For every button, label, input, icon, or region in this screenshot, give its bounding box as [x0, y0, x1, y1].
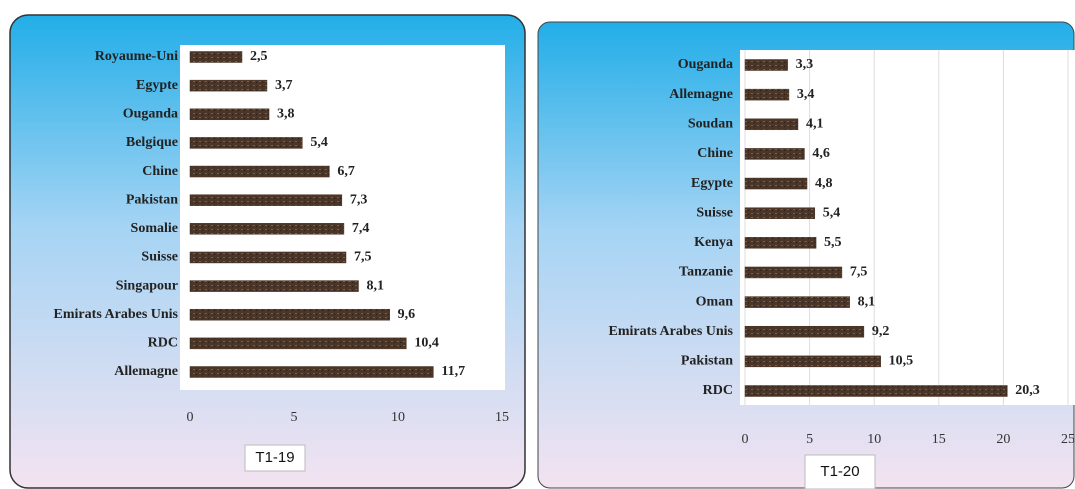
value-label: 5,5 [824, 235, 842, 250]
x-tick-label: 0 [187, 410, 194, 425]
value-label: 10,4 [414, 336, 439, 351]
value-label: 4,8 [815, 176, 833, 191]
bar [744, 59, 788, 71]
x-tick-label: 25 [1061, 432, 1075, 447]
value-label: 11,7 [441, 364, 465, 379]
category-label: Chine [142, 164, 178, 179]
bar [744, 325, 865, 338]
category-label: Suisse [696, 205, 733, 220]
x-tick-label: 15 [932, 432, 946, 447]
x-tick-label: 0 [742, 432, 749, 447]
bar [189, 280, 359, 292]
value-label: 3,4 [797, 87, 815, 102]
bar [189, 366, 434, 378]
bar [744, 355, 881, 368]
bar [189, 79, 268, 92]
category-label: Ouganda [123, 106, 178, 121]
category-label: Allemagne [669, 87, 733, 102]
bar [744, 118, 799, 131]
value-label: 8,1 [366, 278, 384, 293]
value-label: 3,8 [277, 106, 295, 121]
bar [744, 296, 850, 308]
category-label: Tanzanie [679, 265, 733, 280]
category-label: Emirats Arabes Unis [54, 307, 179, 322]
x-tick-label: 5 [806, 432, 813, 447]
category-label: Belgique [126, 135, 178, 150]
bar [189, 165, 330, 178]
category-label: Pakistan [126, 192, 178, 207]
bar [189, 223, 345, 235]
category-label: Chine [697, 146, 733, 161]
category-label: Royaume-Uni [95, 49, 178, 64]
value-label: 10,5 [889, 354, 914, 369]
bar [744, 177, 808, 190]
category-label: Allemagne [114, 364, 178, 379]
bar [744, 148, 805, 160]
value-label: 9,6 [398, 307, 416, 322]
category-label: Egypte [691, 176, 733, 191]
bar [189, 308, 390, 321]
bar [189, 337, 407, 350]
value-label: 5,4 [823, 205, 841, 220]
category-label: Somalie [131, 221, 178, 236]
category-label: Egypte [136, 78, 178, 93]
value-label: 5,4 [310, 135, 328, 150]
bar [744, 385, 1008, 397]
value-label: 2,5 [250, 49, 268, 64]
value-label: 3,3 [796, 57, 814, 72]
value-label: 6,7 [337, 164, 355, 179]
category-label: Singapour [116, 278, 178, 293]
category-label: RDC [148, 336, 178, 351]
value-label: 4,6 [812, 146, 830, 161]
value-label: 7,4 [352, 221, 370, 236]
value-label: 9,2 [872, 324, 890, 339]
value-label: 8,1 [858, 294, 876, 309]
value-label: 7,5 [850, 265, 868, 280]
bar [189, 51, 243, 63]
category-label: Suisse [141, 250, 178, 265]
chart-title: T1-20 [820, 463, 859, 480]
value-label: 7,3 [350, 192, 368, 207]
category-label: Pakistan [681, 354, 733, 369]
value-label: 7,5 [354, 250, 372, 265]
value-label: 3,7 [275, 78, 293, 93]
bar [744, 237, 817, 249]
x-tick-label: 15 [495, 410, 509, 425]
title-box [804, 454, 876, 489]
title-box [244, 444, 306, 472]
x-tick-label: 10 [867, 432, 881, 447]
category-label: RDC [703, 383, 733, 398]
plot-area [180, 45, 505, 390]
bar [189, 194, 343, 206]
x-tick-label: 5 [291, 410, 298, 425]
chart-title: T1-19 [255, 449, 294, 466]
plot-area [740, 50, 1075, 405]
category-label: Ouganda [678, 57, 733, 72]
bar [189, 137, 303, 149]
category-label: Oman [696, 294, 734, 309]
category-label: Soudan [688, 116, 733, 131]
category-label: Kenya [694, 235, 733, 250]
bar [744, 207, 816, 219]
category-label: Emirats Arabes Unis [609, 324, 734, 339]
x-tick-label: 20 [996, 432, 1010, 447]
bar [189, 251, 347, 264]
bar [744, 88, 790, 101]
value-label: 20,3 [1015, 383, 1040, 398]
x-tick-label: 10 [391, 410, 405, 425]
bar [744, 266, 843, 279]
bar [189, 108, 270, 121]
value-label: 4,1 [806, 116, 824, 131]
